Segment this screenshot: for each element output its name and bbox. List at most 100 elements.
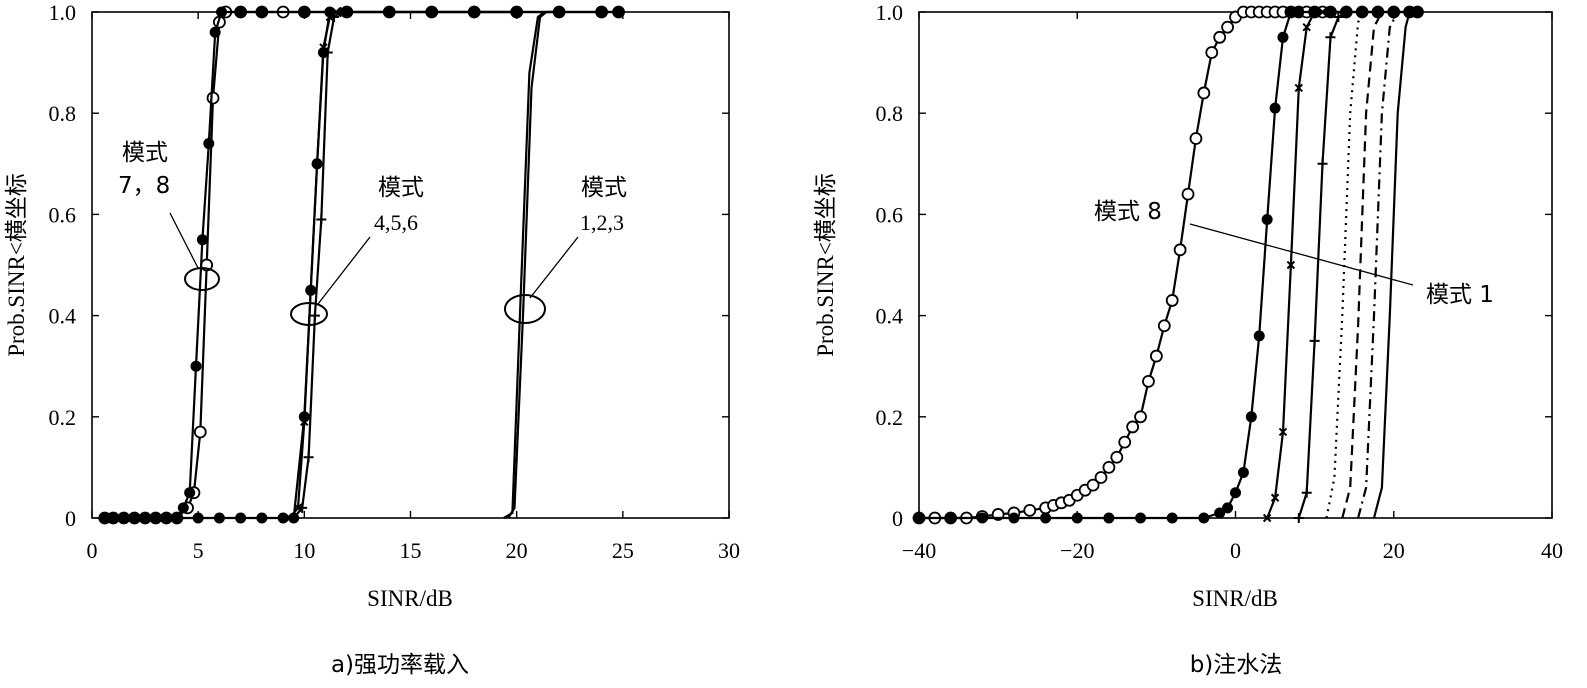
panel-a-caption: a)强功率载入 xyxy=(331,652,469,678)
point-marker-star xyxy=(945,512,957,524)
panel-a-series xyxy=(98,5,625,525)
point-marker-circle xyxy=(1205,46,1219,59)
point-marker-circle xyxy=(1189,132,1203,145)
point-marker-circle xyxy=(1102,460,1116,474)
series-line xyxy=(1372,11,1411,519)
point-marker-star xyxy=(107,512,119,524)
x-tick-label: 15 xyxy=(400,538,422,563)
point-marker-circle xyxy=(1094,471,1108,484)
series-6 xyxy=(507,10,553,519)
annotation-leader xyxy=(529,236,579,299)
x-tick-label: −20 xyxy=(1060,538,1094,563)
point-marker-star xyxy=(1230,487,1241,499)
y-tick-label: 0 xyxy=(892,506,903,531)
annotation-line: 模式 xyxy=(378,175,424,201)
point-marker-star xyxy=(298,6,310,18)
point-marker-x xyxy=(319,43,328,52)
point-marker-circle xyxy=(1157,319,1171,333)
point-marker-star xyxy=(1253,330,1265,342)
point-marker-star xyxy=(383,6,395,18)
point-marker-star xyxy=(192,512,204,524)
annotation-label: 模式 1 xyxy=(1426,282,1494,308)
point-marker-plus xyxy=(288,513,299,523)
point-marker-plus xyxy=(316,214,327,225)
point-marker-circle xyxy=(1165,294,1179,307)
series-6 xyxy=(1341,11,1383,519)
point-marker-plus xyxy=(309,310,320,321)
point-marker-x xyxy=(1326,7,1335,17)
point-marker-plus xyxy=(303,452,314,463)
panel-a-xlabel: SINR/dB xyxy=(367,586,453,611)
annotation-ellipse xyxy=(290,302,328,326)
point-marker-star xyxy=(1293,6,1305,18)
point-marker-plus xyxy=(1301,487,1312,498)
point-marker-star xyxy=(596,6,608,18)
series-5 xyxy=(288,7,346,523)
series-7 xyxy=(1357,11,1399,519)
x-tick-label: −40 xyxy=(902,538,936,563)
point-marker-star xyxy=(235,512,247,524)
x-tick-label: 5 xyxy=(193,538,204,563)
panel-b-xlabel: SINR/dB xyxy=(1192,586,1278,611)
series-1 xyxy=(912,5,1424,525)
y-tick-label: 0.6 xyxy=(876,202,904,227)
y-tick-label: 0.2 xyxy=(876,405,904,430)
x-tick-label: 20 xyxy=(506,538,528,563)
y-tick-label: 0.6 xyxy=(49,202,77,227)
point-marker-star xyxy=(1166,512,1178,524)
point-marker-star xyxy=(1277,31,1289,43)
series-1 xyxy=(98,5,625,525)
annotation-line: 1,2,3 xyxy=(580,210,624,235)
panel-b-series xyxy=(912,5,1424,525)
point-marker-circle xyxy=(1142,374,1155,388)
annotation-leader xyxy=(169,212,199,269)
point-marker-x xyxy=(312,159,322,169)
series-line xyxy=(292,11,342,519)
point-marker-star xyxy=(256,6,268,18)
point-marker-star xyxy=(1245,411,1257,423)
panel-a-ylabel: Prob.SINR<横坐标 xyxy=(4,173,29,357)
series-3 xyxy=(171,6,523,524)
point-marker-plus xyxy=(1333,12,1344,23)
point-marker-star xyxy=(1261,213,1273,225)
x-tick-label: 0 xyxy=(87,538,98,563)
point-marker-plus xyxy=(1309,335,1320,346)
point-marker-star xyxy=(1071,512,1083,524)
x-tick-label: 0 xyxy=(1230,538,1241,563)
point-marker-star xyxy=(196,234,208,246)
series-2 xyxy=(99,6,625,524)
point-marker-x xyxy=(1302,22,1311,32)
x-tick-label: 30 xyxy=(718,538,740,563)
annotation-label: 模式 8 xyxy=(1094,199,1162,225)
annotation-ellipse xyxy=(504,294,546,324)
series-line xyxy=(503,11,545,519)
point-marker-star xyxy=(1237,466,1249,478)
series-line xyxy=(104,10,619,520)
series-line xyxy=(288,11,337,519)
x-tick-label: 40 xyxy=(1541,538,1563,563)
series-line xyxy=(1357,11,1399,519)
x-tick-label: 20 xyxy=(1383,538,1405,563)
point-marker-plus xyxy=(1341,7,1352,17)
point-marker-x xyxy=(1262,513,1272,523)
point-marker-star xyxy=(160,512,172,524)
y-tick-label: 0.4 xyxy=(876,304,904,329)
point-marker-circle xyxy=(1213,30,1227,44)
point-marker-star xyxy=(1222,502,1234,514)
point-marker-star xyxy=(1008,512,1020,524)
point-marker-star xyxy=(118,512,130,524)
y-tick-label: 1.0 xyxy=(49,0,77,25)
point-marker-x xyxy=(306,286,315,295)
point-marker-circle xyxy=(206,91,220,105)
point-marker-plus xyxy=(1317,158,1328,169)
point-marker-circle xyxy=(1110,450,1124,464)
y-tick-label: 0.8 xyxy=(49,101,77,126)
point-marker-plus xyxy=(329,12,340,23)
point-marker-star xyxy=(1040,512,1052,524)
panel-a-annotation-modes-1-2-3: 模式 1,2,3 xyxy=(504,175,627,324)
point-marker-star xyxy=(256,512,268,524)
point-marker-star xyxy=(913,512,925,524)
panel-a-annotation-modes-4-5-6: 模式 4,5,6 xyxy=(290,175,424,326)
series-2 xyxy=(913,6,1423,524)
